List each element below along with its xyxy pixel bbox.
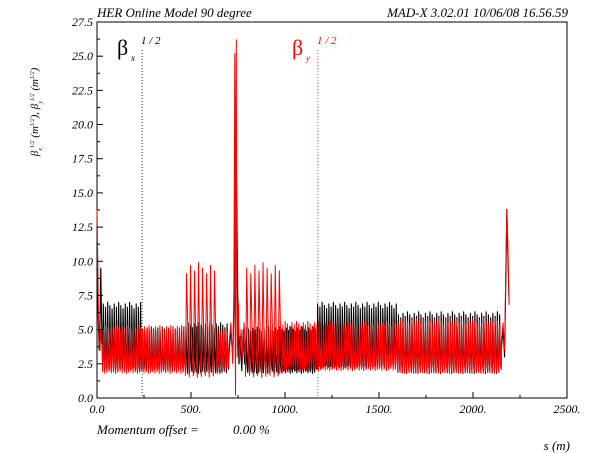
momentum-label: Momentum offset = [96,422,199,437]
series-lines [96,39,510,396]
header-right: MAD-X 3.02.01 10/06/08 16.56.59 [386,5,568,20]
series-line-beta-y [96,39,510,396]
marker-lines [141,50,319,398]
legend-beta-y-sub: y [305,53,310,63]
axes: 0.0 2.5 5.0 7.5 10.0 12.5 15.0 17.5 20.0 22.5 25.0… [72,15,581,416]
y-tick-label: 22.5 [72,83,93,97]
y-tick-label: 7.5 [78,288,93,302]
x-tick-label: 500. [181,402,202,416]
y-tick-label: 5.0 [78,323,93,337]
y-tick-label: 20.0 [72,118,93,132]
legend-beta-y-symbol: β [292,35,303,60]
x-tick-label: 0.0 [90,402,105,416]
legend-beta-y: β y 1 / 2 [292,35,337,63]
y-tick-label: 10.0 [72,254,93,268]
header-left: HER Online Model 90 degree [96,5,252,20]
legend-beta-x-symbol: β [117,35,128,60]
y-tick-label: 15.0 [72,186,93,200]
y-tick-label: 0.0 [78,391,93,405]
x-tick-label: 2000. [460,402,487,416]
y-tick-label: 25.0 [72,49,93,63]
legend-beta-y-sup: 1 / 2 [317,35,337,47]
y-axis-title: βx1/2 (m1/2), βy1/2 (m1/2) [29,67,44,157]
legend-beta-x: β x 1 / 2 [117,35,161,63]
x-tick-label: 1500. [366,402,393,416]
legend-beta-x-sup: 1 / 2 [141,35,161,47]
y-tick-label: 2.5 [78,357,93,371]
x-tick-label: 2500. [554,402,581,416]
x-axis-title: s (m) [544,438,570,453]
legend-beta-x-sub: x [130,53,135,63]
svg-text:βx1/2 (m1/2), βy1/2 (m1/2): βx1/2 (m1/2), βy1/2 (m1/2) [29,67,44,157]
x-tick-label: 1000. [272,402,299,416]
y-tick-label: 12.5 [72,220,93,234]
momentum-value: 0.00 % [233,422,270,437]
y-tick-label: 17.5 [72,152,93,166]
y-tick-label: 27.5 [72,15,93,29]
